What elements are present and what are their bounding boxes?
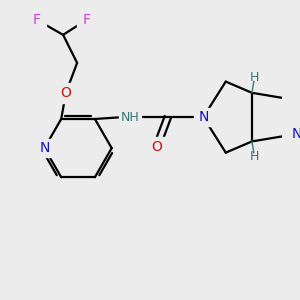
Text: NH: NH — [121, 111, 140, 124]
Text: N: N — [198, 110, 208, 124]
Text: O: O — [61, 86, 71, 100]
Text: H: H — [250, 150, 260, 163]
Text: O: O — [151, 140, 162, 154]
Text: N: N — [39, 141, 50, 155]
Text: F: F — [82, 13, 91, 27]
Text: N: N — [292, 127, 300, 141]
Text: F: F — [33, 13, 41, 27]
Text: H: H — [250, 71, 260, 84]
